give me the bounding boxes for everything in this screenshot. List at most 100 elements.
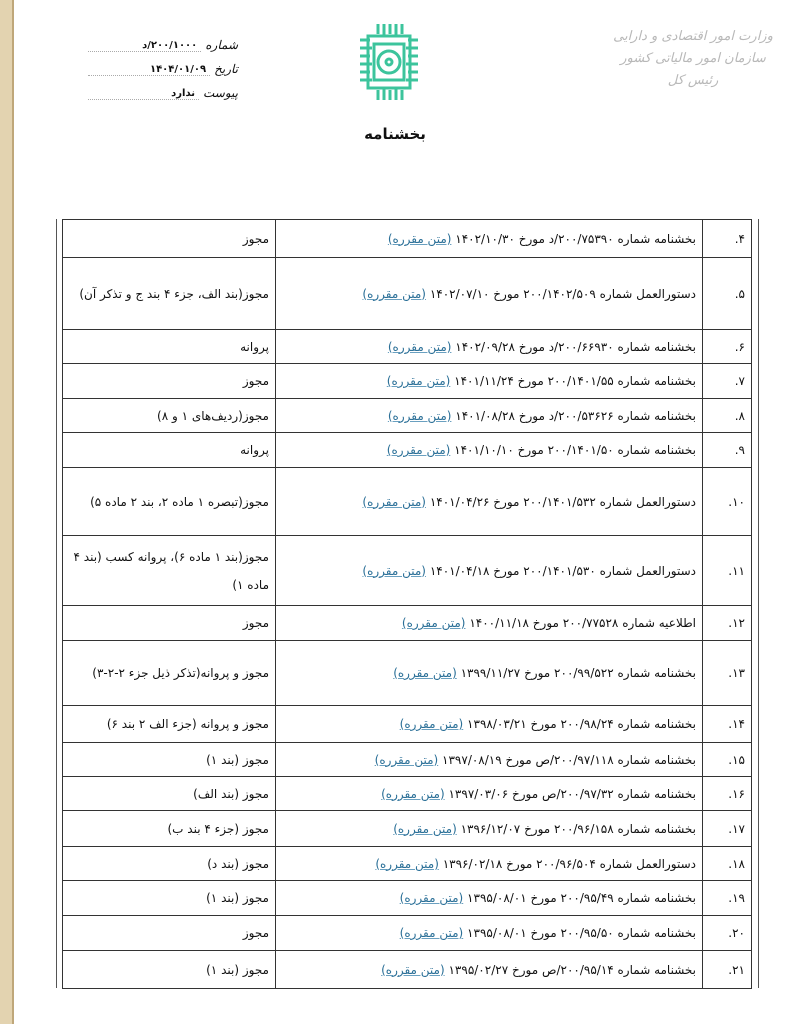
regulation-text-link[interactable]: (متن مقرره) xyxy=(362,286,426,301)
regulation-title: بخشنامه شماره ۲۰۰/۹۸/۲۴ مورخ ۱۳۹۸/۰۳/۲۱ xyxy=(467,717,696,731)
regulation-text-link[interactable]: (متن مقرره) xyxy=(393,821,457,836)
table-row: ۱۱. دستورالعمل شماره ۲۰۰/۱۴۰۱/۵۳۰ مورخ ۱۴… xyxy=(62,535,752,606)
attachment-value: ندارد xyxy=(88,88,199,100)
permit-note: مجوز و پروانه(تذکر ذیل جزء ۲-۲-۳) xyxy=(62,640,276,706)
regulation-title: بخشنامه شماره ۲۰۰/۱۴۰۱/۵۰ مورخ ۱۴۰۱/۱۰/۱… xyxy=(454,443,696,457)
row-number: ۱۴. xyxy=(702,705,752,743)
number-label: شماره xyxy=(205,38,238,52)
row-number: ۵. xyxy=(702,257,752,330)
permit-note: مجوز (بند ۱) xyxy=(62,742,276,777)
table-row: ۱۳. بخشنامه شماره ۲۰۰/۹۹/۵۲۲ مورخ ۱۳۹۹/۱۱… xyxy=(62,640,752,706)
regulation-cell: بخشنامه شماره ۲۰۰/۹۷/۳۲/ص مورخ ۱۳۹۷/۰۳/۰… xyxy=(275,776,703,811)
permit-note: مجوز(تبصره ۱ ماده ۲، بند ۲ ماده ۵) xyxy=(62,467,276,536)
permit-note: مجوز(بند ۱ ماده ۶)، پروانه کسب (بند ۴ ما… xyxy=(62,535,276,606)
regulation-cell: اطلاعیه شماره ۲۰۰/۷۷۵۲۸ مورخ ۱۴۰۰/۱۱/۱۸ … xyxy=(275,605,703,641)
page-frame-left xyxy=(56,219,57,988)
row-number: ۱۰. xyxy=(702,467,752,536)
regulation-text-link[interactable]: (متن مقرره) xyxy=(399,717,464,731)
row-number: ۱۷. xyxy=(702,810,752,847)
table-row: ۲۰. بخشنامه شماره ۲۰۰/۹۵/۵۰ مورخ ۱۳۹۵/۰۸/… xyxy=(62,915,752,951)
regulation-text-link[interactable]: (متن مقرره) xyxy=(393,666,457,680)
regulation-cell: بخشنامه شماره ۲۰۰/۶۶۹۳۰/د مورخ ۱۴۰۲/۰۹/۲… xyxy=(275,329,703,364)
tax-organization-logo xyxy=(360,24,418,100)
row-number: ۹. xyxy=(702,432,752,468)
regulation-cell: بخشنامه شماره ۲۰۰/۹۵/۱۴/ص مورخ ۱۳۹۵/۰۲/۲… xyxy=(275,950,703,989)
permit-note: مجوز xyxy=(62,363,276,399)
permit-note: مجوز(بند الف، جزء ۴ بند ج و تذکر آن) xyxy=(62,257,276,330)
table-row: ۱۶. بخشنامه شماره ۲۰۰/۹۷/۳۲/ص مورخ ۱۳۹۷/۰… xyxy=(62,776,752,811)
table-row: ۵. دستورالعمل شماره ۲۰۰/۱۴۰۲/۵۰۹ مورخ ۱۴۰… xyxy=(62,257,752,330)
regulation-cell: بخشنامه شماره ۲۰۰/۱۴۰۱/۵۰ مورخ ۱۴۰۱/۱۰/۱… xyxy=(275,432,703,468)
page-frame-right xyxy=(758,219,759,988)
regulation-text-link[interactable]: (متن مقرره) xyxy=(386,443,451,457)
table-row: ۱۵. بخشنامه شماره ۲۰۰/۹۷/۱۱۸/ص مورخ ۱۳۹۷/… xyxy=(62,742,752,777)
row-number: ۱۹. xyxy=(702,880,752,916)
regulation-text-link[interactable]: (متن مقرره) xyxy=(375,856,439,871)
regulation-title: دستورالعمل شماره ۲۰۰/۱۴۰۱/۵۳۲ مورخ ۱۴۰۱/… xyxy=(429,494,696,509)
permit-note: مجوز و پروانه (جزء الف ۲ بند ۶) xyxy=(62,705,276,743)
row-number: ۱۸. xyxy=(702,846,752,881)
regulation-title: بخشنامه شماره ۲۰۰/۹۵/۴۹ مورخ ۱۳۹۵/۰۸/۰۱ xyxy=(467,891,696,905)
permit-note: مجوز xyxy=(62,605,276,641)
regulation-text-link[interactable]: (متن مقرره) xyxy=(387,339,452,354)
regulation-text-link[interactable]: (متن مقرره) xyxy=(362,494,426,509)
table-row: ۹. بخشنامه شماره ۲۰۰/۱۴۰۱/۵۰ مورخ ۱۴۰۱/۱۰… xyxy=(62,432,752,468)
regulation-text-link[interactable]: (متن مقرره) xyxy=(399,891,464,905)
row-number: ۲۱. xyxy=(702,950,752,989)
permit-note: پروانه xyxy=(62,329,276,364)
regulation-text-link[interactable]: (متن مقرره) xyxy=(386,374,451,388)
regulation-cell: دستورالعمل شماره ۲۰۰/۱۴۰۱/۵۳۰ مورخ ۱۴۰۱/… xyxy=(275,535,703,606)
regulation-title: بخشنامه شماره ۲۰۰/۹۶/۱۵۸ مورخ ۱۳۹۶/۱۲/۰۷ xyxy=(460,821,696,836)
regulation-title: دستورالعمل شماره ۲۰۰/۹۶/۵۰۴ مورخ ۱۳۹۶/۰۲… xyxy=(442,856,696,871)
regulation-text-link[interactable]: (متن مقرره) xyxy=(374,752,439,767)
row-number: ۶. xyxy=(702,329,752,364)
regulation-title: بخشنامه شماره ۲۰۰/۵۳۶۲۶/د مورخ ۱۴۰۱/۰۸/۲… xyxy=(455,408,696,423)
permit-note: مجوز xyxy=(62,219,276,258)
regulation-cell: دستورالعمل شماره ۲۰۰/۱۴۰۲/۵۰۹ مورخ ۱۴۰۲/… xyxy=(275,257,703,330)
regulation-title: اطلاعیه شماره ۲۰۰/۷۷۵۲۸ مورخ ۱۴۰۰/۱۱/۱۸ xyxy=(469,616,696,630)
letter-number-row: شماره ۲۰۰/۱۰۰۰/د xyxy=(88,30,238,52)
document-title: بخشنامه xyxy=(364,125,426,143)
regulation-cell: بخشنامه شماره ۲۰۰/۹۶/۱۵۸ مورخ ۱۳۹۶/۱۲/۰۷… xyxy=(275,810,703,847)
permit-note: پروانه xyxy=(62,432,276,468)
regulation-cell: بخشنامه شماره ۲۰۰/۹۸/۲۴ مورخ ۱۳۹۸/۰۳/۲۱ … xyxy=(275,705,703,743)
permit-note: مجوز (بند د) xyxy=(62,846,276,881)
table-row: ۱۲. اطلاعیه شماره ۲۰۰/۷۷۵۲۸ مورخ ۱۴۰۰/۱۱/… xyxy=(62,605,752,641)
row-number: ۸. xyxy=(702,398,752,433)
permit-note: مجوز (بند الف) xyxy=(62,776,276,811)
row-number: ۱۲. xyxy=(702,605,752,641)
regulation-cell: بخشنامه شماره ۲۰۰/۹۹/۵۲۲ مورخ ۱۳۹۹/۱۱/۲۷… xyxy=(275,640,703,706)
number-value: ۲۰۰/۱۰۰۰/د xyxy=(88,40,202,52)
regulation-title: بخشنامه شماره ۲۰۰/۷۵۳۹۰/د مورخ ۱۴۰۲/۱۰/۳… xyxy=(455,231,696,246)
row-number: ۷. xyxy=(702,363,752,399)
date-value: ۱۴۰۴/۰۱/۰۹ xyxy=(88,64,211,76)
regulation-title: دستورالعمل شماره ۲۰۰/۱۴۰۱/۵۳۰ مورخ ۱۴۰۱/… xyxy=(429,563,696,578)
permit-note: مجوز (بند ۱) xyxy=(62,880,276,916)
table-row: ۴. بخشنامه شماره ۲۰۰/۷۵۳۹۰/د مورخ ۱۴۰۲/۱۰… xyxy=(62,219,752,258)
regulation-text-link[interactable]: (متن مقرره) xyxy=(387,231,452,246)
table-row: ۱۸. دستورالعمل شماره ۲۰۰/۹۶/۵۰۴ مورخ ۱۳۹۶… xyxy=(62,846,752,881)
regulation-title: دستورالعمل شماره ۲۰۰/۱۴۰۲/۵۰۹ مورخ ۱۴۰۲/… xyxy=(429,286,696,301)
regulation-title: بخشنامه شماره ۲۰۰/۹۹/۵۲۲ مورخ ۱۳۹۹/۱۱/۲۷ xyxy=(460,666,696,680)
table-row: ۲۱. بخشنامه شماره ۲۰۰/۹۵/۱۴/ص مورخ ۱۳۹۵/۰… xyxy=(62,950,752,989)
regulation-cell: دستورالعمل شماره ۲۰۰/۱۴۰۱/۵۳۲ مورخ ۱۴۰۱/… xyxy=(275,467,703,536)
regulation-title: بخشنامه شماره ۲۰۰/۹۵/۵۰ مورخ ۱۳۹۵/۰۸/۰۱ xyxy=(467,926,696,940)
permit-note: مجوز (بند ۱) xyxy=(62,950,276,989)
regulation-text-link[interactable]: (متن مقرره) xyxy=(381,786,445,801)
permit-note: مجوز(ردیف‌های ۱ و ۸) xyxy=(62,398,276,433)
regulation-text-link[interactable]: (متن مقرره) xyxy=(399,926,464,940)
letter-date-row: تاریخ ۱۴۰۴/۰۱/۰۹ xyxy=(88,54,238,76)
row-number: ۱۱. xyxy=(702,535,752,606)
regulation-text-link[interactable]: (متن مقرره) xyxy=(387,408,452,423)
regulation-text-link[interactable]: (متن مقرره) xyxy=(381,962,445,977)
regulation-cell: بخشنامه شماره ۲۰۰/۹۷/۱۱۸/ص مورخ ۱۳۹۷/۰۸/… xyxy=(275,742,703,777)
ministry-letterhead: وزارت امور اقتصادی و دارایی سازمان امور … xyxy=(598,26,788,92)
permit-note: مجوز (جزء ۴ بند ب) xyxy=(62,810,276,847)
table-row: ۷. بخشنامه شماره ۲۰۰/۱۴۰۱/۵۵ مورخ ۱۴۰۱/۱۱… xyxy=(62,363,752,399)
letter-meta: شماره ۲۰۰/۱۰۰۰/د تاریخ ۱۴۰۴/۰۱/۰۹ پیوست … xyxy=(88,30,238,102)
regulation-text-link[interactable]: (متن مقرره) xyxy=(401,616,466,630)
permit-note: مجوز xyxy=(62,915,276,951)
regulation-cell: بخشنامه شماره ۲۰۰/۵۳۶۲۶/د مورخ ۱۴۰۱/۰۸/۲… xyxy=(275,398,703,433)
table-row: ۱۷. بخشنامه شماره ۲۰۰/۹۶/۱۵۸ مورخ ۱۳۹۶/۱۲… xyxy=(62,810,752,847)
regulation-text-link[interactable]: (متن مقرره) xyxy=(362,563,426,578)
